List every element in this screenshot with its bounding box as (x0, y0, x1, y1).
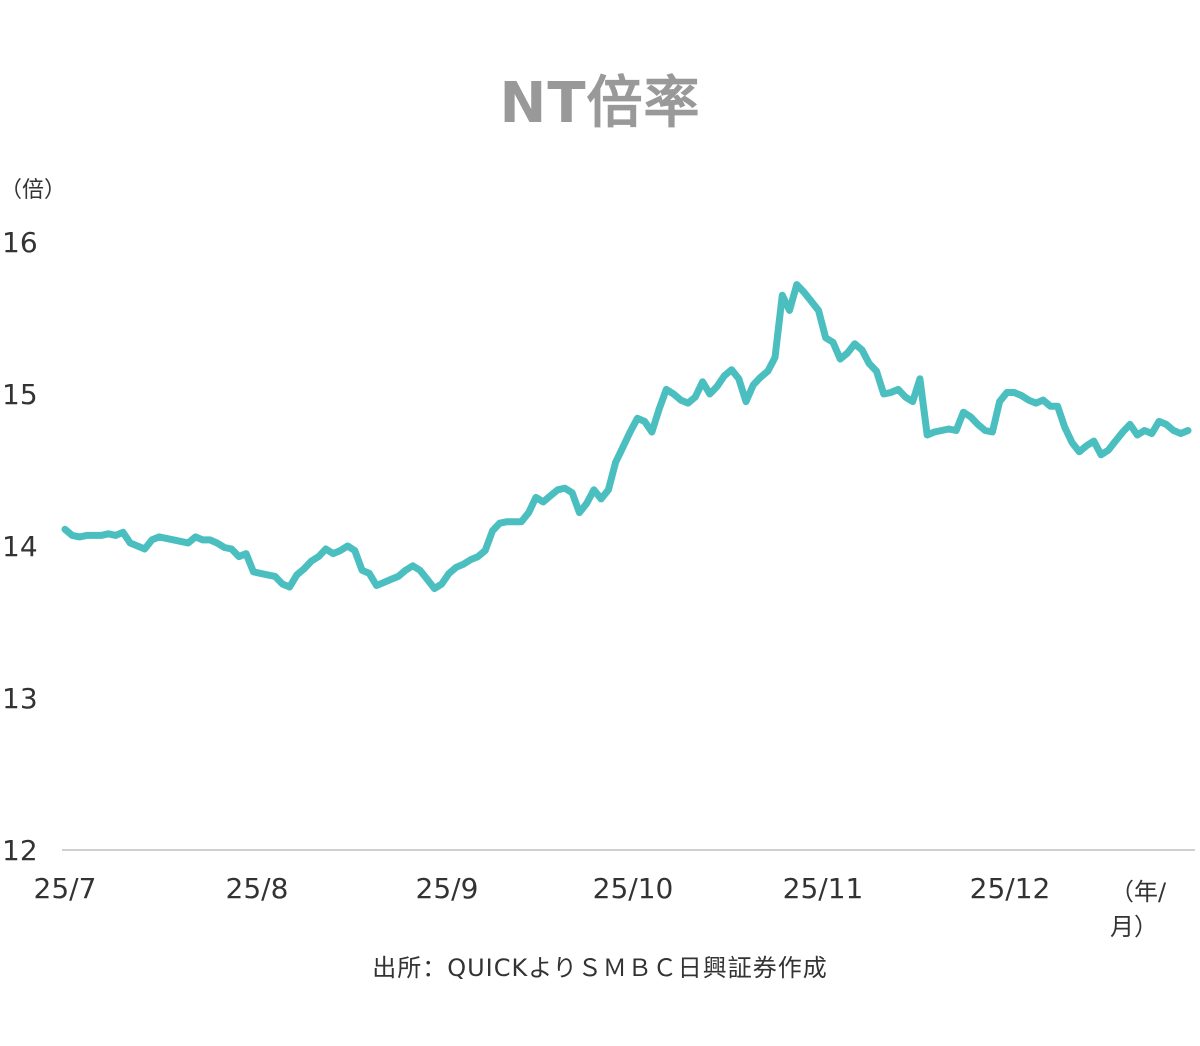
y-axis-unit-label: （倍） (0, 178, 67, 203)
nt-ratio-line (61, 281, 1192, 593)
y-tick-label: 12 (2, 834, 38, 867)
y-tick-labels: 12 13 14 15 16 (2, 226, 38, 867)
x-tick-labels: 25/7 25/8 25/9 25/10 25/11 25/12 (34, 872, 1051, 905)
x-tick-label: 25/7 (34, 872, 97, 905)
y-tick-label: 14 (2, 530, 38, 563)
chart-title: NT倍率 (499, 71, 701, 136)
y-tick-label: 15 (2, 378, 38, 411)
y-tick-label: 16 (2, 226, 38, 259)
x-tick-label: 25/8 (226, 872, 289, 905)
x-tick-label: 25/12 (970, 872, 1051, 905)
x-tick-label: 25/11 (783, 872, 864, 905)
y-tick-label: 13 (2, 682, 38, 715)
x-tick-label: 25/9 (416, 872, 479, 905)
x-tick-label: 25/10 (593, 872, 674, 905)
source-note: 出所：QUICKよりＳＭＢＣ日興証券作成 (372, 954, 828, 982)
x-axis-unit-label: （年/月） (1110, 878, 1167, 941)
